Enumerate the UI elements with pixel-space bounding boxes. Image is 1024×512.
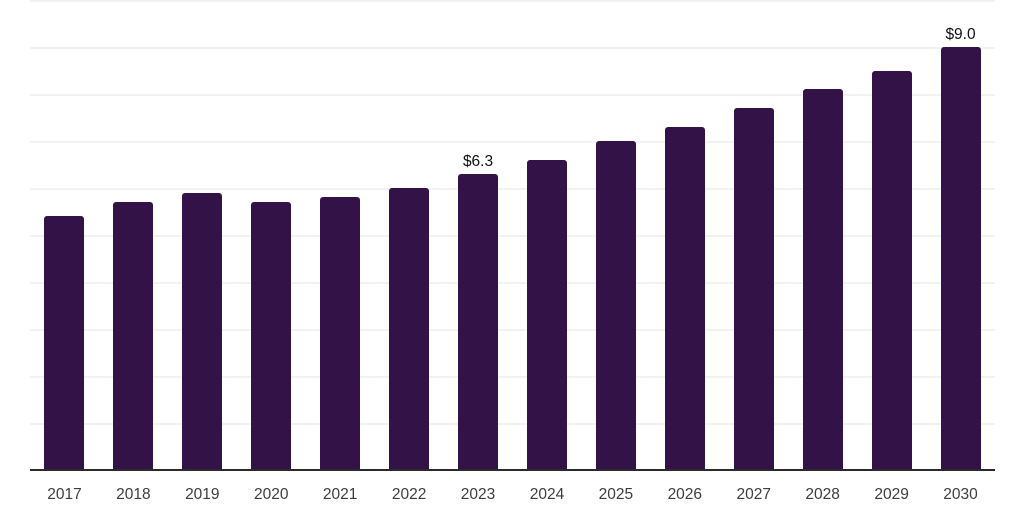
bar-2028 bbox=[802, 89, 843, 470]
bar-value-label-2023: $6.3 bbox=[462, 152, 494, 170]
x-tick-2026: 2026 bbox=[667, 486, 703, 503]
bar-2025 bbox=[595, 141, 636, 470]
gridline bbox=[30, 187, 995, 190]
gridline bbox=[30, 281, 995, 284]
x-tick-2025: 2025 bbox=[598, 486, 634, 503]
x-tick-2019: 2019 bbox=[185, 486, 220, 503]
gridline bbox=[30, 375, 995, 378]
x-axis-line bbox=[30, 469, 995, 471]
gridline bbox=[30, 93, 995, 96]
gridline bbox=[30, 46, 995, 49]
bar-2017 bbox=[44, 216, 85, 470]
x-tick-2018: 2018 bbox=[116, 486, 151, 503]
bar-2023 bbox=[458, 173, 499, 470]
x-tick-2027: 2027 bbox=[736, 486, 771, 503]
bar-2019 bbox=[182, 192, 223, 470]
bar-2030 bbox=[940, 47, 981, 470]
gridline bbox=[30, 328, 995, 331]
x-tick-2024: 2024 bbox=[529, 486, 565, 503]
x-tick-2021: 2021 bbox=[322, 486, 358, 503]
x-tick-2017: 2017 bbox=[47, 486, 82, 503]
bar-2022 bbox=[389, 188, 430, 470]
bar-2024 bbox=[526, 159, 567, 470]
gridline bbox=[30, 234, 995, 237]
gridline bbox=[30, 140, 995, 143]
bar-2018 bbox=[113, 202, 154, 470]
x-tick-2029: 2029 bbox=[874, 486, 909, 503]
gridline bbox=[30, 422, 995, 425]
bar-2021 bbox=[320, 197, 361, 470]
bar-2026 bbox=[664, 126, 705, 470]
bar-2029 bbox=[871, 70, 912, 470]
x-tick-2028: 2028 bbox=[805, 486, 840, 503]
x-tick-2023: 2023 bbox=[460, 486, 496, 503]
bar-2027 bbox=[733, 108, 774, 470]
bar-value-label-2030: $9.0 bbox=[945, 26, 976, 43]
x-tick-2020: 2020 bbox=[254, 486, 289, 503]
gridline bbox=[30, 0, 995, 2]
x-tick-2030: 2030 bbox=[943, 486, 978, 503]
x-tick-2022: 2022 bbox=[391, 486, 427, 503]
bar-2020 bbox=[251, 202, 292, 470]
